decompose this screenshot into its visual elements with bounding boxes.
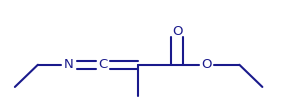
Text: C: C (98, 58, 107, 71)
Text: N: N (64, 58, 74, 71)
Text: O: O (172, 25, 182, 38)
Text: O: O (202, 58, 212, 71)
